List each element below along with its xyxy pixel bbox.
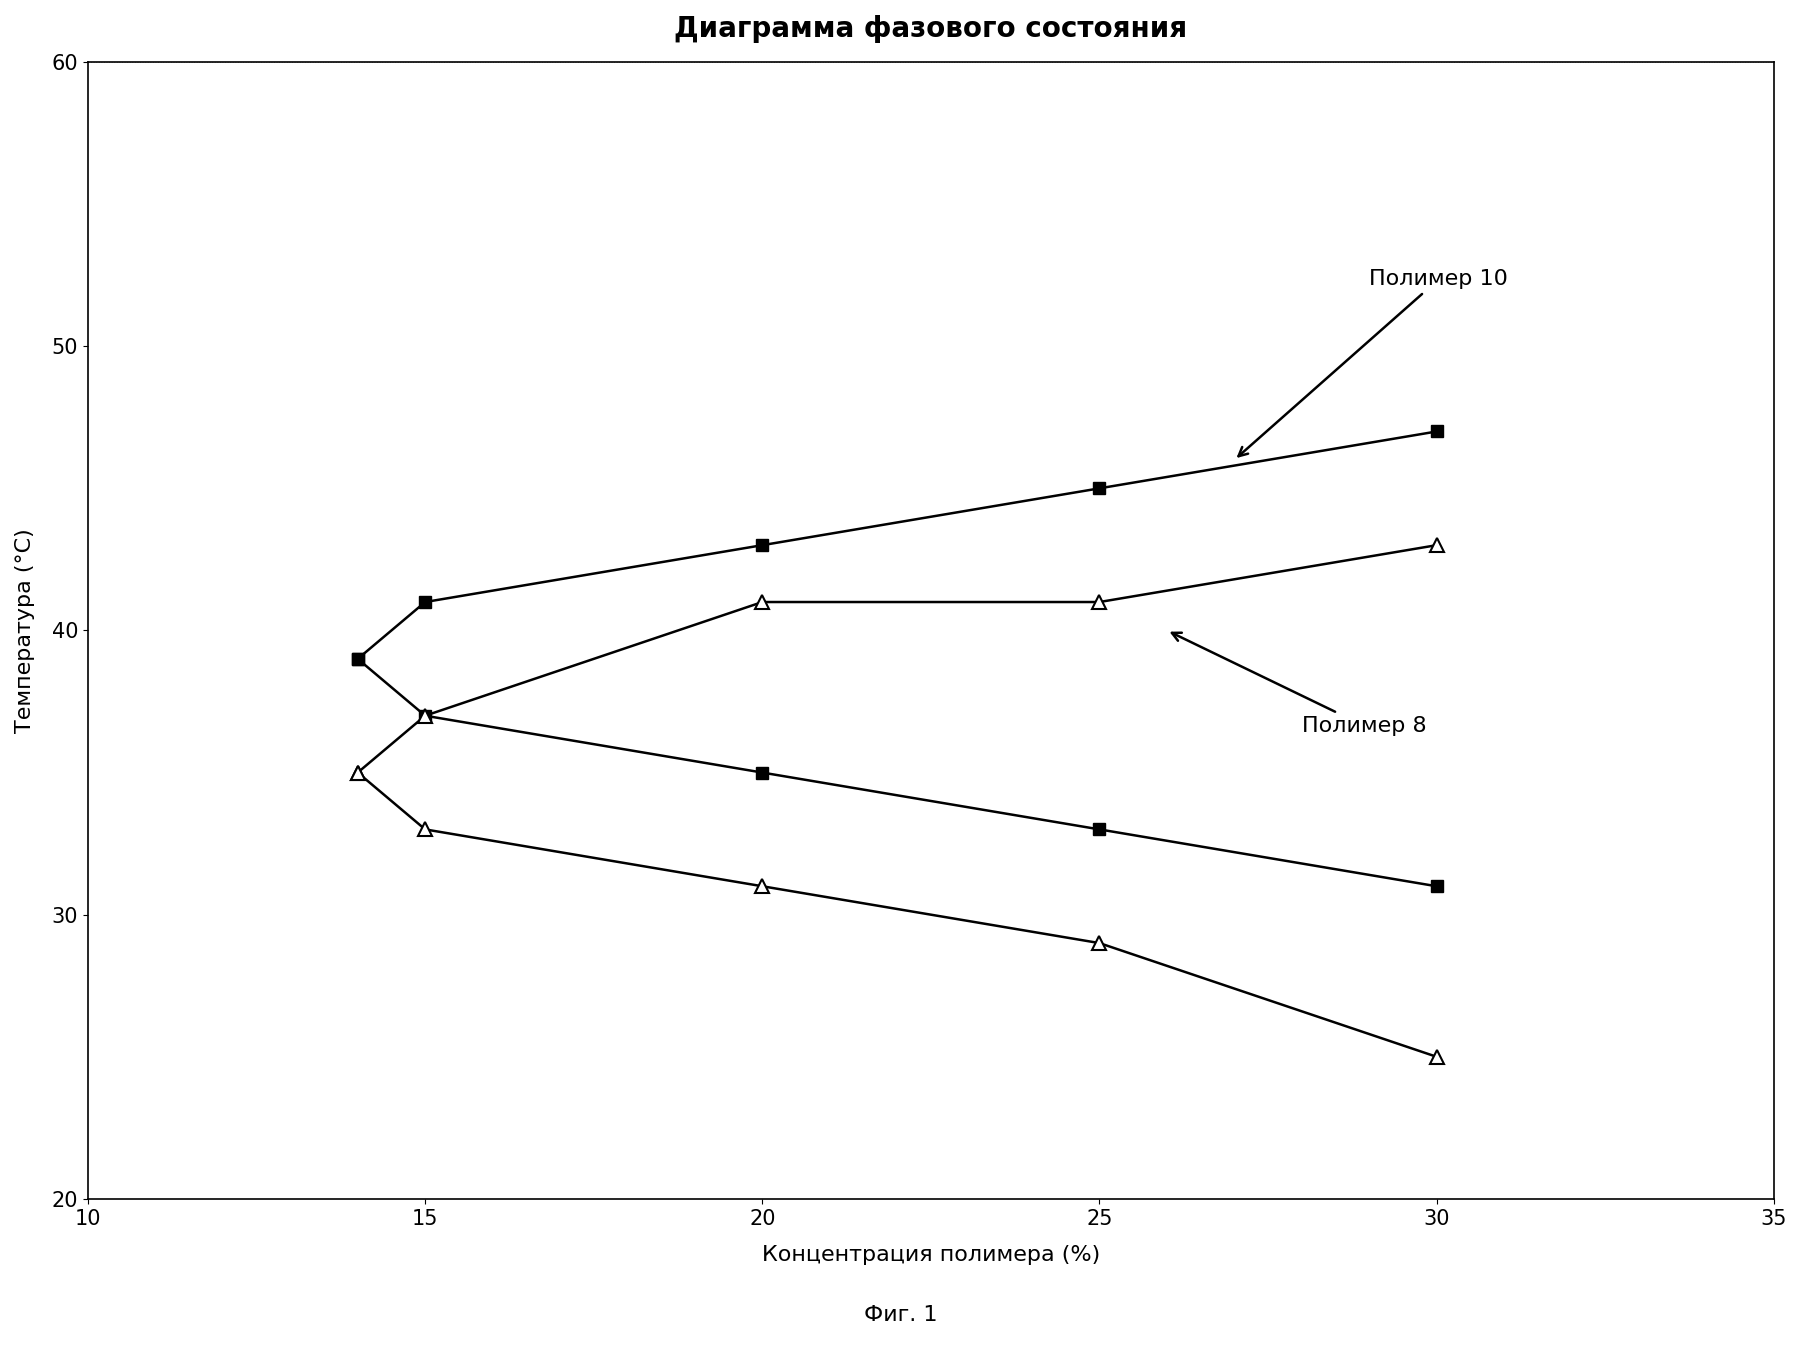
Y-axis label: Температура (°C): Температура (°C): [14, 528, 34, 733]
Text: Полимер 8: Полимер 8: [1171, 633, 1427, 735]
Title: Диаграмма фазового состояния: Диаграмма фазового состояния: [674, 15, 1188, 44]
Text: Полимер 10: Полимер 10: [1238, 270, 1508, 456]
Text: Фиг. 1: Фиг. 1: [865, 1305, 937, 1325]
X-axis label: Концентрация полимера (%): Концентрация полимера (%): [762, 1245, 1099, 1265]
